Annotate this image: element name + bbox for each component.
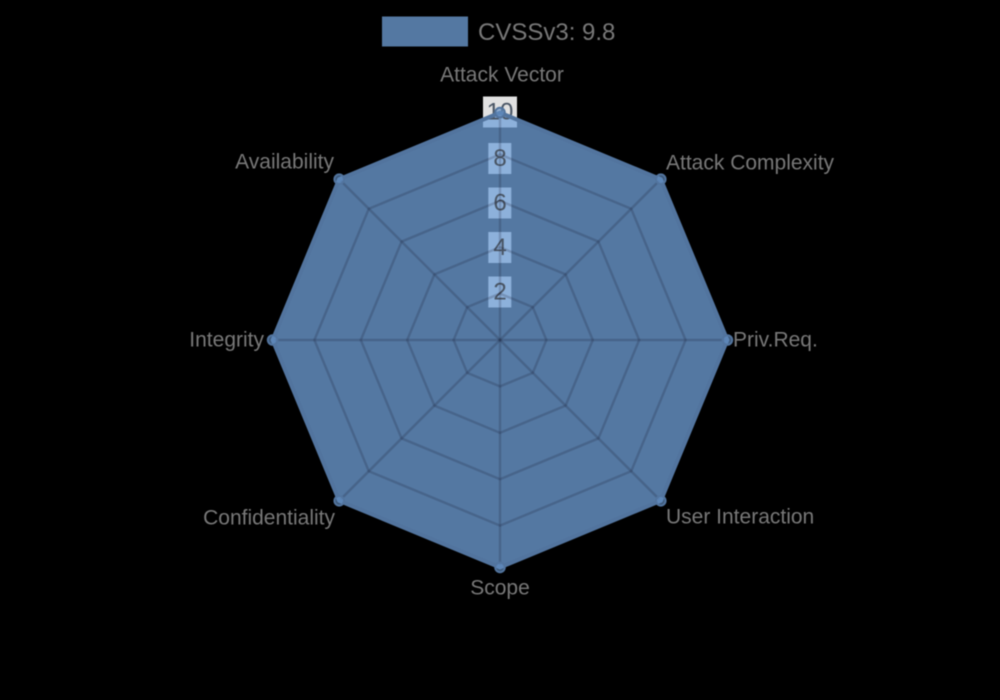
svg-text:Attack Vector: Attack Vector: [440, 64, 564, 87]
svg-text:CVSSv3: 9.8: CVSSv3: 9.8: [478, 19, 615, 46]
svg-text:2: 2: [493, 279, 506, 306]
svg-text:Priv.Req.: Priv.Req.: [733, 329, 818, 352]
svg-text:Integrity: Integrity: [189, 329, 264, 352]
svg-text:4: 4: [493, 234, 506, 261]
svg-text:8: 8: [493, 145, 506, 172]
svg-text:Confidentiality: Confidentiality: [203, 507, 335, 530]
svg-text:6: 6: [493, 190, 506, 217]
svg-text:Attack Complexity: Attack Complexity: [666, 152, 835, 175]
svg-text:User Interaction: User Interaction: [666, 506, 814, 529]
svg-text:Availability: Availability: [235, 151, 334, 174]
svg-text:Scope: Scope: [470, 577, 530, 600]
